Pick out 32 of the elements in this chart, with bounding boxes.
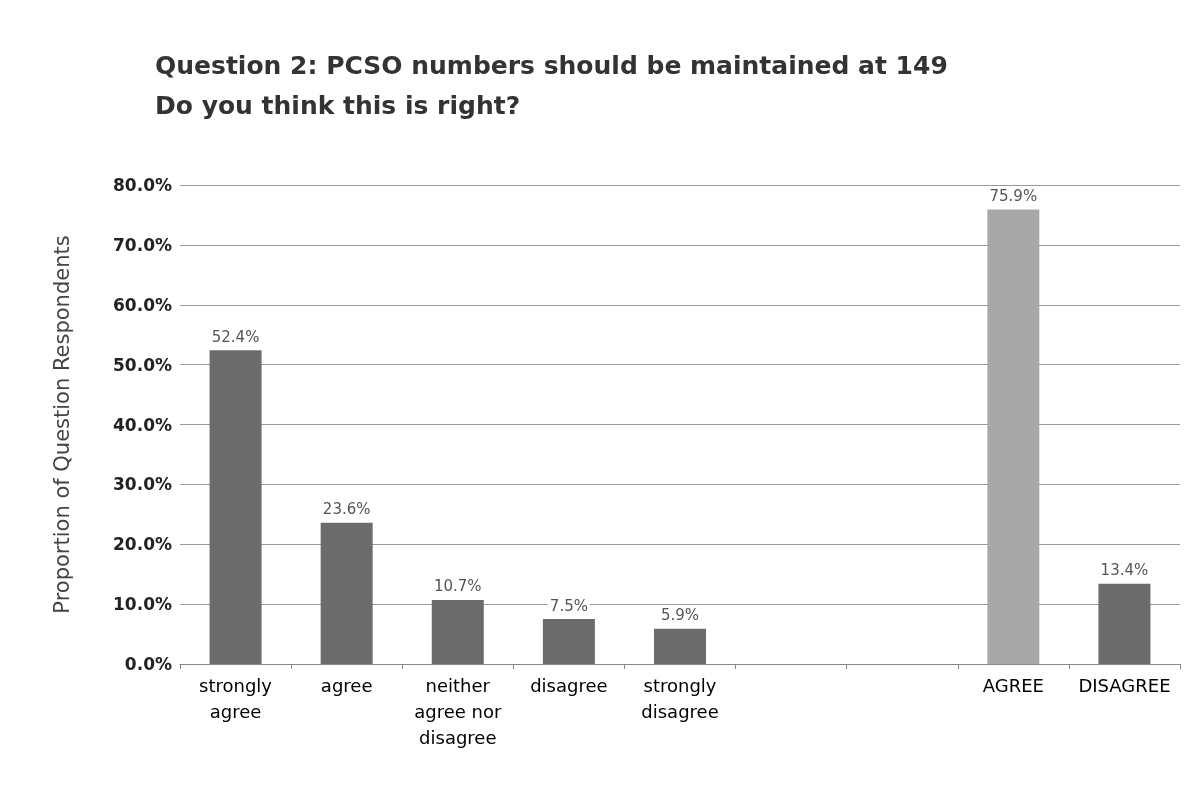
data-label: 10.7% xyxy=(433,577,482,596)
x-tick-label: disagree xyxy=(530,674,608,696)
data-label: 52.4% xyxy=(211,327,260,346)
chart-title: Question 2: PCSO numbers should be maintained at 149 Do you think this is right? xyxy=(155,50,948,120)
x-tick-label: neither agree nor disagree xyxy=(414,674,502,748)
data-label: 5.9% xyxy=(660,606,700,625)
data-label: 13.4% xyxy=(1100,561,1149,580)
x-tick-label: strongly disagree xyxy=(641,674,719,722)
x-tick-label: strongly agree xyxy=(199,674,273,722)
x-tick-label: agree xyxy=(320,674,373,696)
y-tick-label: 0.0% xyxy=(124,654,172,674)
bar xyxy=(987,209,1040,664)
bar xyxy=(542,619,595,664)
y-tick-label: 60.0% xyxy=(113,294,172,315)
bar xyxy=(431,599,484,664)
data-label: 75.9% xyxy=(989,187,1038,206)
data-label: 23.6% xyxy=(322,500,371,519)
y-tick-label: 20.0% xyxy=(113,534,172,555)
bar xyxy=(1098,583,1151,664)
y-tick-label: 50.0% xyxy=(113,354,172,375)
x-tick-label: DISAGREE xyxy=(1078,674,1171,696)
y-tick-label: 70.0% xyxy=(113,234,172,255)
bar xyxy=(320,522,373,664)
data-label: 7.5% xyxy=(549,596,588,615)
y-axis-title: Proportion of Question Respondents xyxy=(49,235,74,614)
y-tick-label: 30.0% xyxy=(113,474,172,495)
y-tick-label: 40.0% xyxy=(113,414,172,435)
y-tick-label: 10.0% xyxy=(113,594,172,615)
x-tick-label: AGREE xyxy=(982,674,1044,696)
bar xyxy=(209,350,262,664)
bar xyxy=(654,628,706,664)
y-tick-label: 80.0% xyxy=(113,175,172,195)
